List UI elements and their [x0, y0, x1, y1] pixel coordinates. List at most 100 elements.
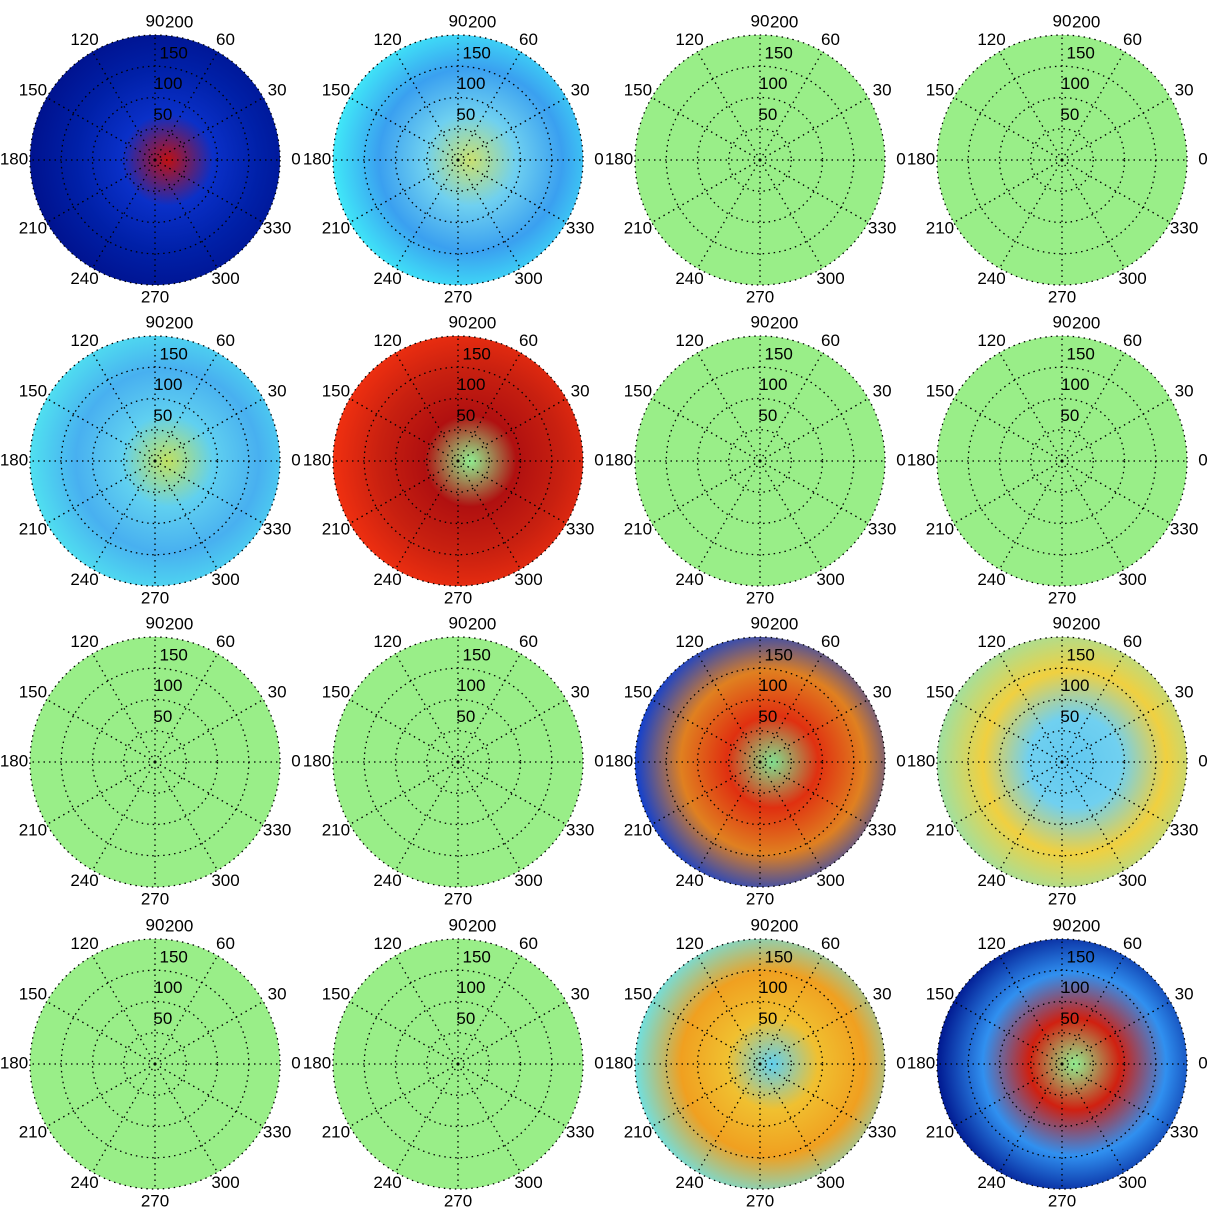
angle-tick-label: 90	[751, 915, 770, 934]
angle-tick-label: 30	[1175, 80, 1194, 99]
angle-tick-label: 90	[449, 11, 468, 30]
angle-tick-label: 120	[70, 30, 98, 49]
angle-tick-label: 270	[746, 287, 774, 306]
angle-tick-label: 240	[373, 871, 401, 890]
angle-tick-label: 180	[907, 450, 935, 469]
angle-tick-label: 120	[675, 30, 703, 49]
ring-grid-line	[1030, 429, 1094, 493]
angle-tick-label: 150	[19, 682, 47, 701]
angle-tick-label: 180	[907, 149, 935, 168]
angle-tick-label: 0	[896, 149, 905, 168]
angle-tick-label: 330	[566, 1122, 594, 1141]
angle-tick-label: 330	[868, 218, 896, 237]
radial-tick-label: 150	[160, 43, 188, 62]
polar-plot: 0 30 60 90 120 150 180 210 240 270 300 330 50 100 150 2…	[303, 915, 604, 1210]
polar-plot: 0 30 60 90 120 150 180 210 240 270 300 330 50 100 150 2…	[0, 312, 301, 607]
ring-grid-line	[91, 698, 219, 826]
ring-grid-line	[665, 65, 855, 255]
ring-grid-line	[936, 938, 1188, 1190]
radial-tick-label: 50	[1060, 1009, 1079, 1028]
angle-tick-label: 210	[322, 218, 350, 237]
polar-plot: 0 30 60 90 120 150 180 210 240 270 300 330 50 100 150 2…	[605, 11, 906, 306]
angle-tick-label: 270	[746, 1191, 774, 1210]
angle-tick-label: 60	[821, 30, 840, 49]
angle-tick-label: 30	[873, 381, 892, 400]
ring-grid-line	[29, 636, 281, 888]
angle-tick-label: 60	[1123, 30, 1142, 49]
angle-tick-label: 120	[373, 934, 401, 953]
angle-tick-label: 150	[926, 682, 954, 701]
angle-tick-label: 330	[868, 820, 896, 839]
angle-tick-label: 210	[322, 1122, 350, 1141]
radial-tick-label: 50	[1060, 406, 1079, 425]
polar-plot: 0 30 60 90 120 150 180 210 240 270 300 330 50 100 150 2…	[605, 915, 906, 1210]
angle-tick-label: 300	[514, 570, 542, 589]
radial-tick-label: 100	[759, 375, 787, 394]
radial-tick-label: 150	[463, 645, 491, 664]
angle-tick-label: 60	[821, 934, 840, 953]
angle-tick-label: 180	[907, 751, 935, 770]
polar-plot: 0 30 60 90 120 150 180 210 240 270 300 330 50 100 150 2…	[0, 613, 301, 908]
radial-tick-label: 50	[758, 1009, 777, 1028]
radial-tick-label: 200	[1072, 917, 1100, 936]
angle-tick-label: 180	[303, 450, 331, 469]
angle-tick-label: 120	[977, 934, 1005, 953]
angle-tick-label: 240	[977, 269, 1005, 288]
angle-tick-label: 210	[926, 218, 954, 237]
polar-plot: 0 30 60 90 120 150 180 210 240 270 300 330 50 100 150 2…	[907, 11, 1208, 306]
angle-tick-label: 0	[896, 450, 905, 469]
ring-grid-line	[426, 429, 490, 493]
angle-tick-label: 210	[19, 218, 47, 237]
angle-tick-label: 0	[1198, 1053, 1207, 1072]
polar-plot: 0 30 60 90 120 150 180 210 240 270 300 330 50 100 150 2…	[0, 11, 301, 306]
angle-tick-label: 30	[571, 682, 590, 701]
angle-tick-label: 90	[751, 613, 770, 632]
angle-tick-label: 150	[322, 984, 350, 1003]
angle-tick-label: 90	[751, 11, 770, 30]
radial-tick-label: 100	[154, 676, 182, 695]
radial-tick-label: 100	[154, 375, 182, 394]
angle-tick-label: 0	[291, 450, 300, 469]
angle-tick-label: 270	[746, 588, 774, 607]
radial-tick-label: 200	[165, 917, 193, 936]
angle-tick-label: 60	[519, 632, 538, 651]
angle-tick-label: 300	[211, 269, 239, 288]
angle-tick-label: 120	[977, 632, 1005, 651]
ring-grid-line	[634, 335, 886, 587]
ring-grid-line	[123, 730, 187, 794]
radial-tick-label: 100	[457, 375, 485, 394]
ring-grid-line	[332, 636, 584, 888]
radial-tick-label: 200	[1072, 314, 1100, 333]
angle-tick-label: 30	[1175, 682, 1194, 701]
polar-plot: 0 30 60 90 120 150 180 210 240 270 300 330 50 100 150 2…	[303, 613, 604, 908]
ring-grid-line	[426, 128, 490, 192]
angle-tick-label: 60	[1123, 331, 1142, 350]
angle-tick-label: 240	[70, 1173, 98, 1192]
angle-tick-label: 300	[211, 871, 239, 890]
angle-tick-label: 0	[594, 149, 603, 168]
ring-grid-line	[998, 397, 1126, 525]
angle-tick-label: 150	[19, 80, 47, 99]
angle-tick-label: 270	[141, 1191, 169, 1210]
angle-tick-label: 150	[19, 984, 47, 1003]
angle-tick-label: 270	[444, 889, 472, 908]
angle-tick-label: 0	[594, 751, 603, 770]
polar-plot: 0 30 60 90 120 150 180 210 240 270 300 330 50 100 150 2…	[303, 11, 604, 306]
angle-tick-label: 120	[675, 331, 703, 350]
ring-grid-line	[394, 96, 522, 224]
angle-tick-label: 30	[873, 984, 892, 1003]
angle-tick-label: 180	[605, 1053, 633, 1072]
angle-tick-label: 240	[373, 570, 401, 589]
ring-grid-line	[332, 335, 584, 587]
ring-grid-line	[998, 1000, 1126, 1128]
angle-tick-label: 180	[605, 450, 633, 469]
ring-grid-line	[91, 1000, 219, 1128]
angle-tick-label: 210	[926, 1122, 954, 1141]
radial-tick-label: 150	[1067, 947, 1095, 966]
radial-tick-label: 100	[759, 978, 787, 997]
angle-tick-label: 330	[566, 820, 594, 839]
angle-tick-label: 0	[594, 1053, 603, 1072]
radial-tick-label: 150	[765, 43, 793, 62]
angle-tick-label: 300	[211, 570, 239, 589]
angle-tick-label: 120	[977, 30, 1005, 49]
